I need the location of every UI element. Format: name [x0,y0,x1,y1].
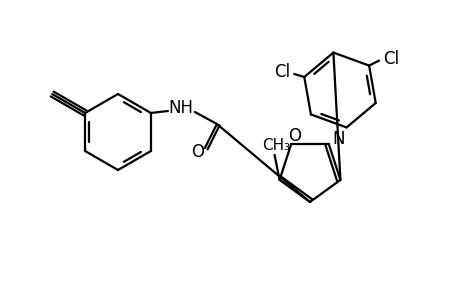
Text: O: O [191,143,204,161]
Text: N: N [332,130,344,148]
Text: Cl: Cl [382,50,398,68]
Text: Cl: Cl [274,63,290,81]
Text: O: O [287,127,300,145]
Text: NH: NH [168,99,193,117]
Text: CH₃: CH₃ [262,138,290,153]
